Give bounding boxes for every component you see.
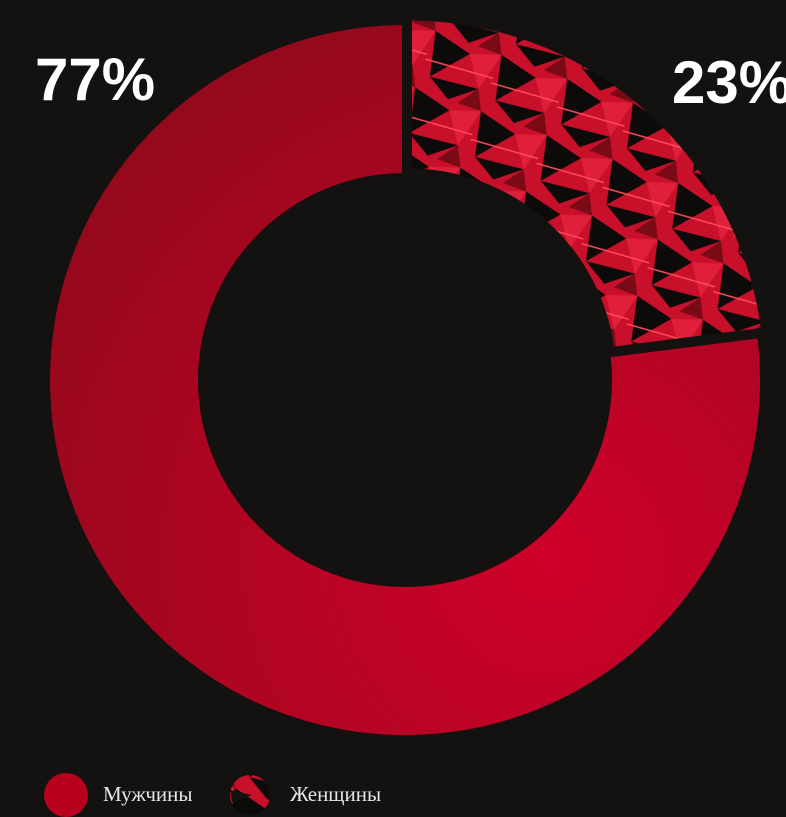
legend-label: Мужчины xyxy=(103,782,193,806)
donut-slice xyxy=(405,14,768,354)
legend: Мужчины Женщины xyxy=(44,773,381,817)
value-label: 23% xyxy=(672,49,786,116)
legend-label: Женщины xyxy=(290,782,381,806)
donut-slice xyxy=(44,18,766,741)
legend-swatch xyxy=(230,775,270,815)
donut xyxy=(44,14,768,741)
value-label: 77% xyxy=(35,46,155,113)
legend-swatch xyxy=(44,773,88,817)
